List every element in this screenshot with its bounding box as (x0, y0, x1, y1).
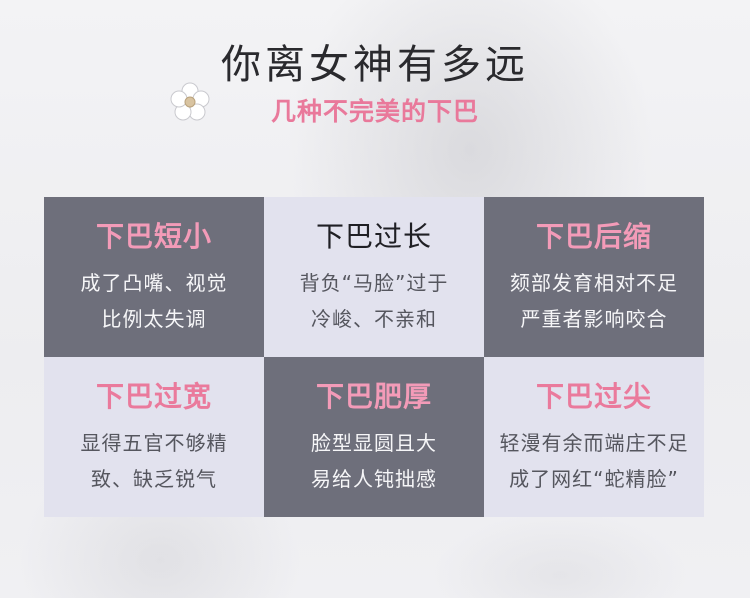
flower-earring-icon (170, 82, 210, 121)
card-receding-chin: 下巴后缩 颏部发育相对不足 严重者影响咬合 (484, 197, 704, 357)
card-title: 下巴短小 (95, 220, 212, 253)
card-line: 成了网红“蛇精脸” (509, 467, 679, 491)
card-line: 轻漫有余而端庄不足 (499, 431, 689, 455)
card-title: 下巴过长 (315, 220, 432, 253)
page-title: 你离女神有多远 (221, 42, 529, 88)
page-subtitle: 几种不完美的下巴 (270, 97, 479, 126)
card-wide-chin: 下巴过宽 显得五官不够精 致、缺乏锐气 (44, 357, 264, 517)
card-line: 比例太失调 (101, 307, 207, 331)
card-title: 下巴肥厚 (315, 380, 432, 413)
card-title: 下巴过尖 (535, 380, 652, 413)
card-line: 显得五官不够精 (80, 431, 228, 455)
card-pointed-chin: 下巴过尖 轻漫有余而端庄不足 成了网红“蛇精脸” (484, 357, 704, 517)
card-long-chin: 下巴过长 背负“马脸”过于 冷峻、不亲和 (264, 197, 484, 357)
card-line: 易给人钝拙感 (311, 467, 437, 491)
card-title: 下巴过宽 (95, 380, 212, 413)
card-title: 下巴后缩 (535, 220, 652, 253)
card-line: 致、缺乏锐气 (91, 467, 217, 491)
card-line: 背负“马脸”过于 (299, 271, 449, 295)
card-line: 严重者影响咬合 (520, 307, 668, 331)
card-line: 冷峻、不亲和 (311, 307, 437, 331)
card-line: 成了凸嘴、视觉 (80, 271, 228, 295)
card-line: 脸型显圆且大 (311, 431, 437, 455)
card-short-chin: 下巴短小 成了凸嘴、视觉 比例太失调 (44, 197, 264, 357)
card-thick-chin: 下巴肥厚 脸型显圆且大 易给人钝拙感 (264, 357, 484, 517)
chin-types-grid: 下巴短小 成了凸嘴、视觉 比例太失调 下巴过长 背负“马脸”过于 冷峻、不亲和 … (44, 197, 704, 517)
card-line: 颏部发育相对不足 (510, 271, 678, 295)
